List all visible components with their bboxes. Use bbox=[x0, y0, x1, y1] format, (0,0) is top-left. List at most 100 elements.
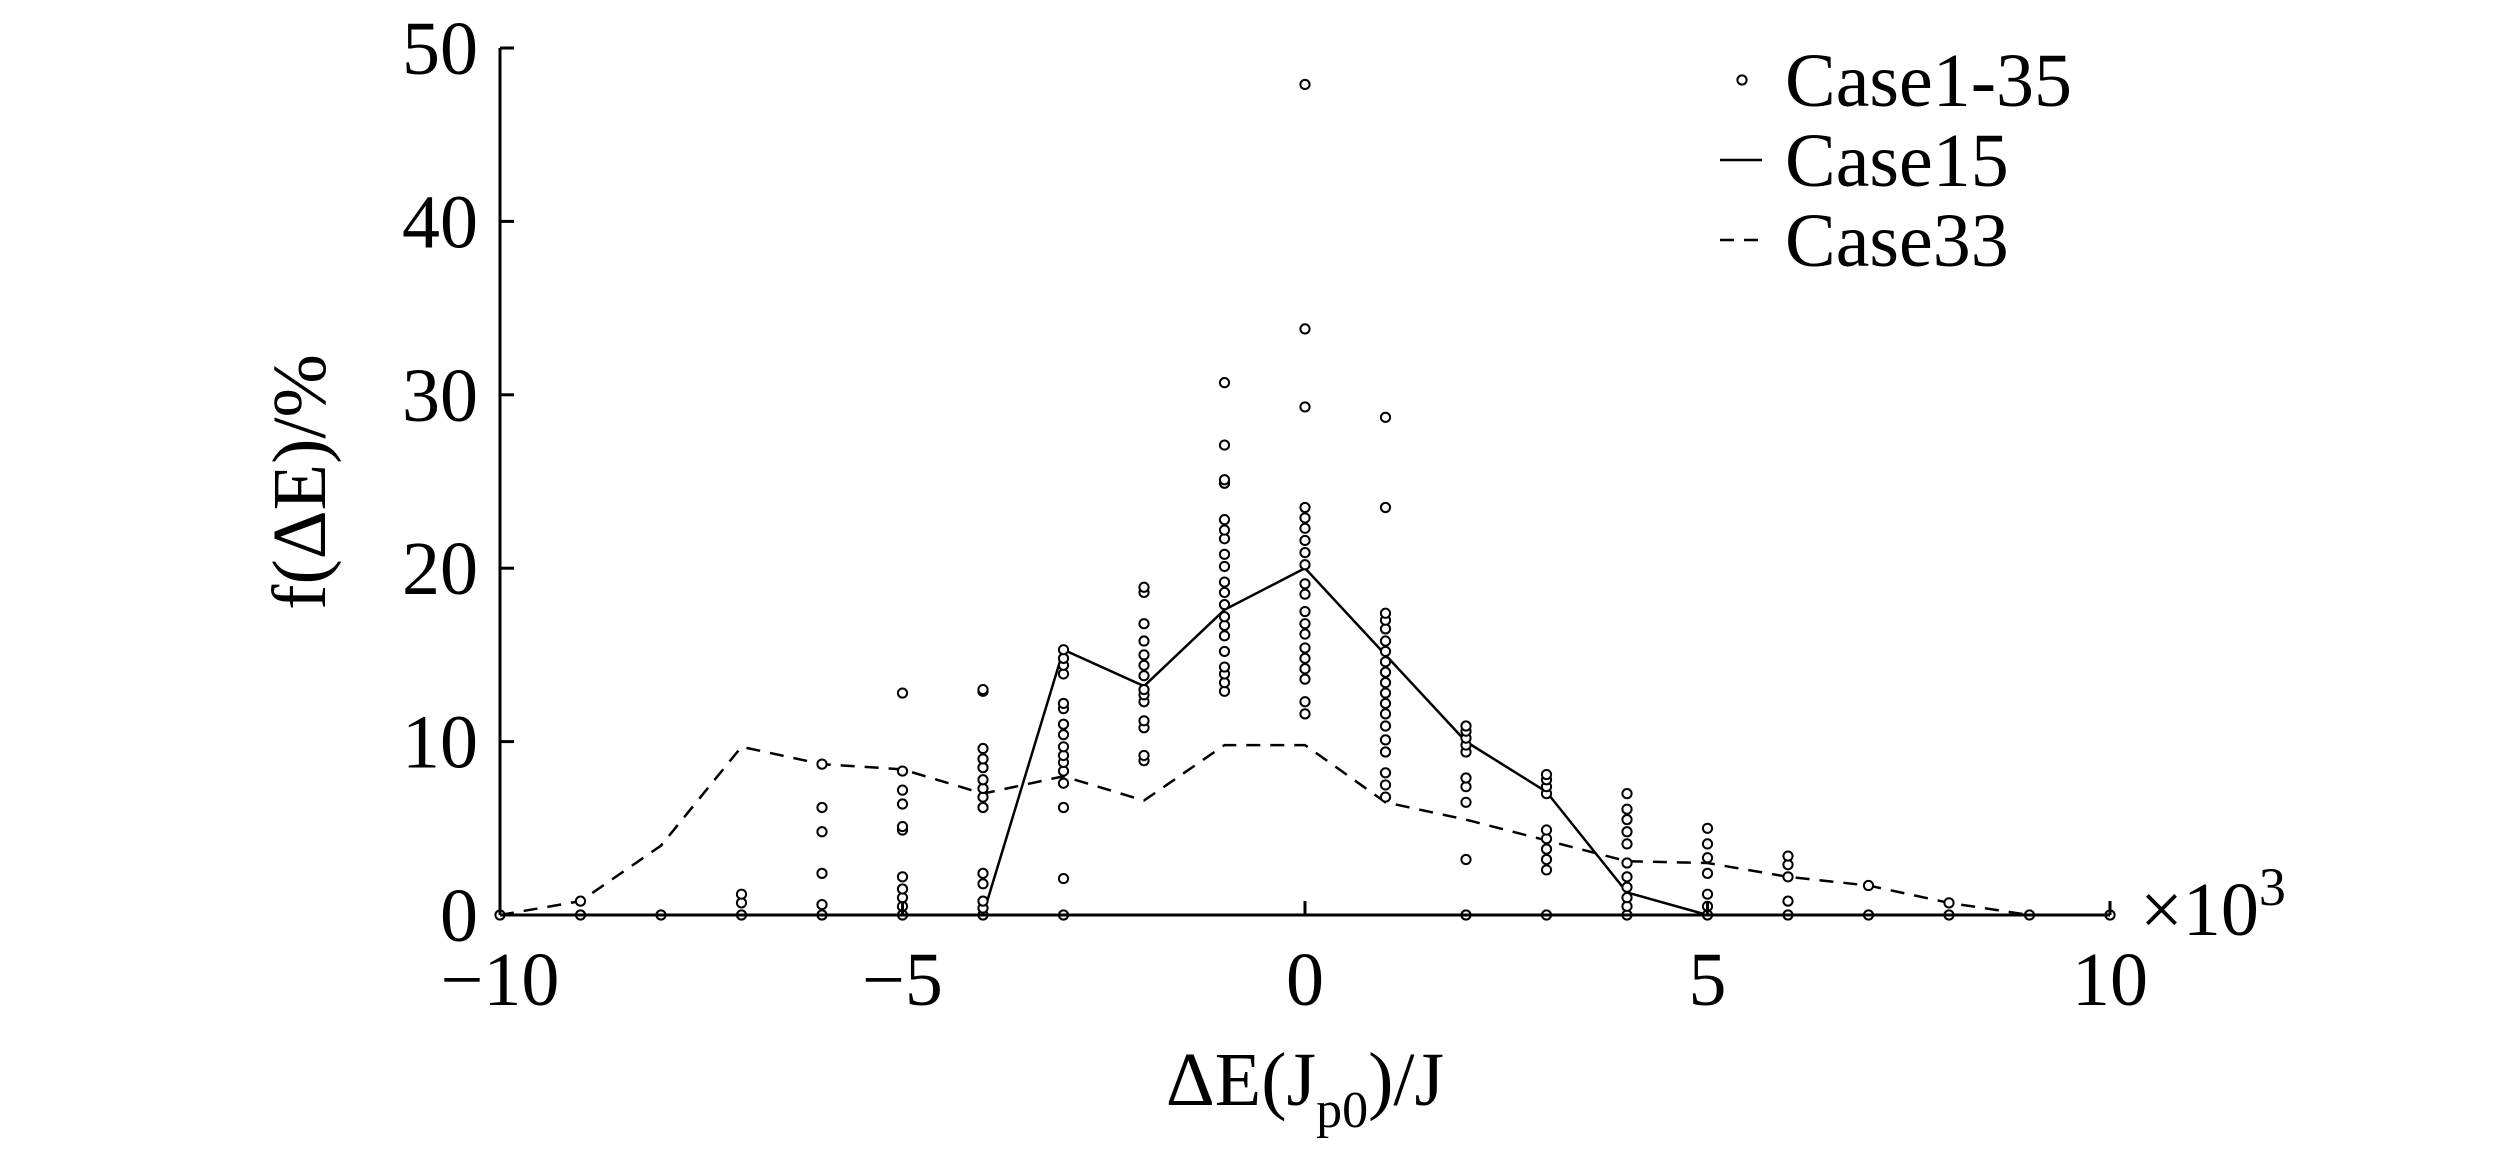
data-point bbox=[816, 898, 828, 911]
data-point bbox=[1138, 581, 1150, 593]
data-point bbox=[1782, 895, 1794, 907]
data-point bbox=[1379, 708, 1392, 720]
data-point bbox=[1943, 897, 1955, 909]
data-point bbox=[1218, 524, 1231, 536]
data-point bbox=[1138, 715, 1150, 727]
data-point bbox=[1379, 677, 1392, 689]
data-point bbox=[1379, 411, 1392, 423]
data-point bbox=[977, 867, 989, 879]
data-point bbox=[1218, 611, 1231, 623]
data-point bbox=[896, 687, 909, 699]
data-point bbox=[1218, 548, 1231, 560]
series-line-case33 bbox=[499, 743, 2110, 917]
data-point bbox=[1138, 749, 1150, 762]
y-tick-label: 40 bbox=[402, 180, 478, 264]
y-tick-label: 30 bbox=[402, 354, 478, 438]
data-point bbox=[1460, 772, 1472, 784]
data-point bbox=[977, 774, 989, 786]
data-point bbox=[1218, 630, 1231, 642]
data-point bbox=[1379, 656, 1392, 668]
data-point bbox=[1057, 777, 1070, 789]
data-point bbox=[735, 888, 748, 900]
data-point bbox=[1218, 439, 1231, 451]
data-point bbox=[1621, 826, 1633, 838]
data-point bbox=[1782, 871, 1794, 883]
y-tick-label: 0 bbox=[440, 874, 478, 958]
data-point bbox=[1218, 661, 1231, 673]
data-point bbox=[896, 798, 909, 810]
data-point bbox=[1379, 746, 1392, 758]
data-point bbox=[1379, 635, 1392, 647]
data-point bbox=[1379, 607, 1392, 619]
data-point bbox=[896, 883, 909, 895]
data-point bbox=[1299, 618, 1311, 630]
legend-label: Case1-35 bbox=[1785, 39, 2072, 123]
y-tick-label: 20 bbox=[402, 527, 478, 611]
data-point bbox=[977, 683, 989, 696]
data-point bbox=[1299, 673, 1311, 685]
x-tick-label: 0 bbox=[1286, 938, 1324, 1022]
data-point bbox=[1701, 838, 1714, 850]
data-point bbox=[896, 784, 909, 796]
data-point bbox=[1621, 803, 1633, 815]
data-point bbox=[816, 758, 828, 770]
data-point bbox=[1299, 588, 1311, 600]
data-point bbox=[1299, 628, 1311, 640]
data-point bbox=[1138, 618, 1150, 630]
data-point bbox=[896, 765, 909, 777]
data-point bbox=[1379, 720, 1392, 732]
data-point bbox=[1299, 522, 1311, 534]
data-point bbox=[1138, 659, 1150, 671]
data-point bbox=[816, 867, 828, 879]
data-point bbox=[1299, 605, 1311, 618]
data-point bbox=[1540, 853, 1553, 866]
data-point bbox=[1379, 687, 1392, 699]
data-point bbox=[1299, 401, 1311, 413]
x-axis-label: ΔE(Jp0)/J bbox=[1166, 1038, 1444, 1139]
data-point bbox=[1621, 871, 1633, 883]
data-point bbox=[1862, 879, 1875, 892]
data-point bbox=[1299, 708, 1311, 720]
data-point bbox=[1138, 670, 1150, 682]
data-point bbox=[977, 753, 989, 765]
data-point bbox=[1379, 779, 1392, 791]
data-point bbox=[1218, 474, 1231, 486]
data-point bbox=[1057, 697, 1070, 710]
x-tick-label: −5 bbox=[862, 938, 943, 1022]
data-point bbox=[1701, 822, 1714, 834]
data-point bbox=[977, 742, 989, 755]
data-point bbox=[1218, 377, 1231, 389]
legend-label: Case15 bbox=[1785, 119, 2009, 203]
data-point bbox=[1379, 666, 1392, 678]
data-point bbox=[1379, 697, 1392, 710]
data-point bbox=[1299, 501, 1311, 514]
y-tick-label: 10 bbox=[402, 701, 478, 785]
data-point bbox=[1218, 599, 1231, 611]
data-point bbox=[896, 820, 909, 833]
data-point bbox=[1057, 801, 1070, 814]
data-point bbox=[1379, 767, 1392, 779]
data-point bbox=[977, 895, 989, 907]
legend-label: Case33 bbox=[1785, 199, 2009, 283]
data-point bbox=[574, 895, 587, 907]
data-point bbox=[1621, 838, 1633, 850]
x-tick-label: −10 bbox=[441, 938, 560, 1022]
y-tick-label: 50 bbox=[402, 7, 478, 91]
data-point bbox=[1218, 576, 1231, 588]
data-point bbox=[1621, 788, 1633, 800]
data-point bbox=[1299, 578, 1311, 590]
data-point bbox=[1057, 741, 1070, 753]
data-point bbox=[1218, 560, 1231, 573]
data-point bbox=[1701, 888, 1714, 900]
data-point bbox=[1621, 881, 1633, 893]
axis-labels: ΔE(Jp0)/J f(ΔE)/% bbox=[258, 354, 1444, 1139]
data-point bbox=[1057, 872, 1070, 885]
data-point bbox=[1299, 696, 1311, 708]
data-point bbox=[1057, 644, 1070, 656]
data-point bbox=[1299, 78, 1311, 91]
data-point bbox=[1540, 768, 1553, 781]
x-axis-multiplier: ×103 bbox=[2140, 857, 2286, 952]
data-point bbox=[896, 871, 909, 883]
